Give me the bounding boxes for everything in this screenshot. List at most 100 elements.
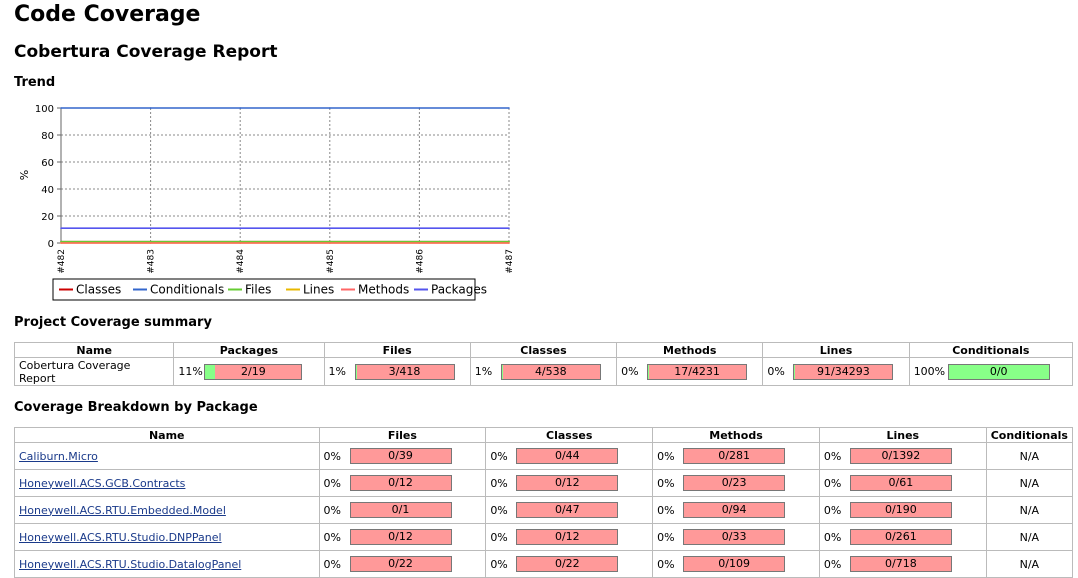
column-header: Lines (819, 428, 986, 443)
legend-entry: Files (245, 283, 271, 297)
coverage-bar: 0/12 (516, 475, 618, 491)
row-name: Cobertura Coverage Report (15, 358, 174, 386)
legend-entry: Conditionals (150, 283, 224, 297)
package-name-cell: Honeywell.ACS.RTU.Studio.DNPPanel (15, 524, 320, 551)
coverage-bar-fill (502, 365, 503, 379)
coverage-cell: 0%0/23 (653, 470, 820, 497)
data-point-methods (329, 242, 331, 244)
coverage-bar: 0/44 (516, 448, 618, 464)
package-link[interactable]: Honeywell.ACS.RTU.Embedded.Model (19, 504, 226, 517)
coverage-bar: 4/538 (501, 364, 601, 380)
y-tick-label: 100 (35, 104, 54, 115)
coverage-bar: 0/109 (683, 556, 785, 572)
data-point-packages (150, 227, 152, 229)
coverage-bar: 0/12 (516, 529, 618, 545)
page-title: Code Coverage (14, 2, 200, 27)
y-tick-label: 0 (48, 239, 54, 250)
data-point-methods (419, 242, 421, 244)
coverage-cell: 0%0/12 (486, 524, 653, 551)
coverage-percent: 0% (824, 558, 850, 571)
coverage-percent: 0% (657, 531, 683, 544)
coverage-ratio: 0/33 (722, 530, 747, 543)
coverage-ratio: 0/190 (885, 503, 917, 516)
coverage-percent: 0% (621, 365, 647, 378)
coverage-bar: 2/19 (204, 364, 302, 380)
y-axis-label: % (18, 170, 31, 180)
legend-entry: Methods (358, 283, 409, 297)
legend-entry: Classes (76, 283, 121, 297)
coverage-bar: 0/1 (350, 502, 452, 518)
coverage-bar: 0/61 (850, 475, 952, 491)
coverage-cell: 1%3/418 (324, 358, 470, 386)
coverage-percent: 0% (490, 558, 516, 571)
coverage-cell: 0%0/1392 (819, 443, 986, 470)
package-name-cell: Honeywell.ACS.RTU.Studio.DatalogPanel (15, 551, 320, 578)
data-point-conditionals (508, 107, 510, 109)
coverage-cell: 0%0/109 (653, 551, 820, 578)
package-link[interactable]: Caliburn.Micro (19, 450, 98, 463)
data-point-packages (508, 227, 510, 229)
package-link[interactable]: Honeywell.ACS.GCB.Contracts (19, 477, 185, 490)
coverage-cell: 0%0/22 (319, 551, 486, 578)
data-point-conditionals (419, 107, 421, 109)
data-point-conditionals (239, 107, 241, 109)
x-tick-label: #482 (57, 249, 67, 274)
coverage-cell: 0%0/22 (486, 551, 653, 578)
coverage-cell: 0%0/12 (319, 470, 486, 497)
data-point-methods (239, 242, 241, 244)
coverage-cell: 0% 0/33 (653, 524, 820, 551)
coverage-bar: 0/33 (683, 529, 785, 545)
coverage-cell: 0%91/34293 (763, 358, 909, 386)
coverage-percent: 1% (329, 365, 355, 378)
coverage-cell: 0%0/47 (486, 497, 653, 524)
column-header: Files (319, 428, 486, 443)
conditionals-cell: N/A (986, 551, 1072, 578)
coverage-bar: 0/190 (850, 502, 952, 518)
coverage-bar-fill (356, 365, 357, 379)
coverage-ratio: 0/39 (388, 449, 413, 462)
column-header: Lines (763, 343, 909, 358)
coverage-ratio: 0/1392 (882, 449, 921, 462)
coverage-bar: 0/39 (350, 448, 452, 464)
report-subtitle: Cobertura Coverage Report (14, 42, 277, 62)
coverage-cell: 0%0/44 (486, 443, 653, 470)
data-point-packages (60, 227, 62, 229)
coverage-percent: 0% (490, 504, 516, 517)
x-tick-label: #487 (505, 249, 515, 274)
data-point-methods (150, 242, 152, 244)
data-point-methods (60, 242, 62, 244)
coverage-percent: 0% (324, 558, 350, 571)
data-point-conditionals (60, 107, 62, 109)
package-link[interactable]: Honeywell.ACS.RTU.Studio.DatalogPanel (19, 558, 241, 571)
data-point-packages (239, 227, 241, 229)
coverage-percent: 0% (324, 504, 350, 517)
package-name-cell: Honeywell.ACS.GCB.Contracts (15, 470, 320, 497)
data-point-conditionals (150, 107, 152, 109)
conditionals-cell: N/A (986, 524, 1072, 551)
coverage-bar: 3/418 (355, 364, 455, 380)
coverage-cell: 0%0/12 (486, 470, 653, 497)
breakdown-heading: Coverage Breakdown by Package (14, 400, 258, 415)
column-header: Conditionals (986, 428, 1072, 443)
coverage-cell: 0%0/281 (653, 443, 820, 470)
column-header: Methods (653, 428, 820, 443)
column-header: Files (324, 343, 470, 358)
coverage-bar: 0/23 (683, 475, 785, 491)
trend-chart: 020406080100%#482#483#484#485#486#487Cla… (0, 95, 520, 305)
coverage-percent: 0% (490, 450, 516, 463)
coverage-percent: 0% (490, 531, 516, 544)
package-name-cell: Caliburn.Micro (15, 443, 320, 470)
coverage-percent: 0% (657, 504, 683, 517)
coverage-percent: 11% (178, 365, 204, 378)
coverage-cell: 11%2/19 (174, 358, 324, 386)
package-link[interactable]: Honeywell.ACS.RTU.Studio.DNPPanel (19, 531, 222, 544)
coverage-cell: 0%0/61 (819, 470, 986, 497)
coverage-bar: 0/0 (948, 364, 1050, 380)
conditionals-cell: N/A (986, 497, 1072, 524)
coverage-ratio: 0/261 (885, 530, 917, 543)
